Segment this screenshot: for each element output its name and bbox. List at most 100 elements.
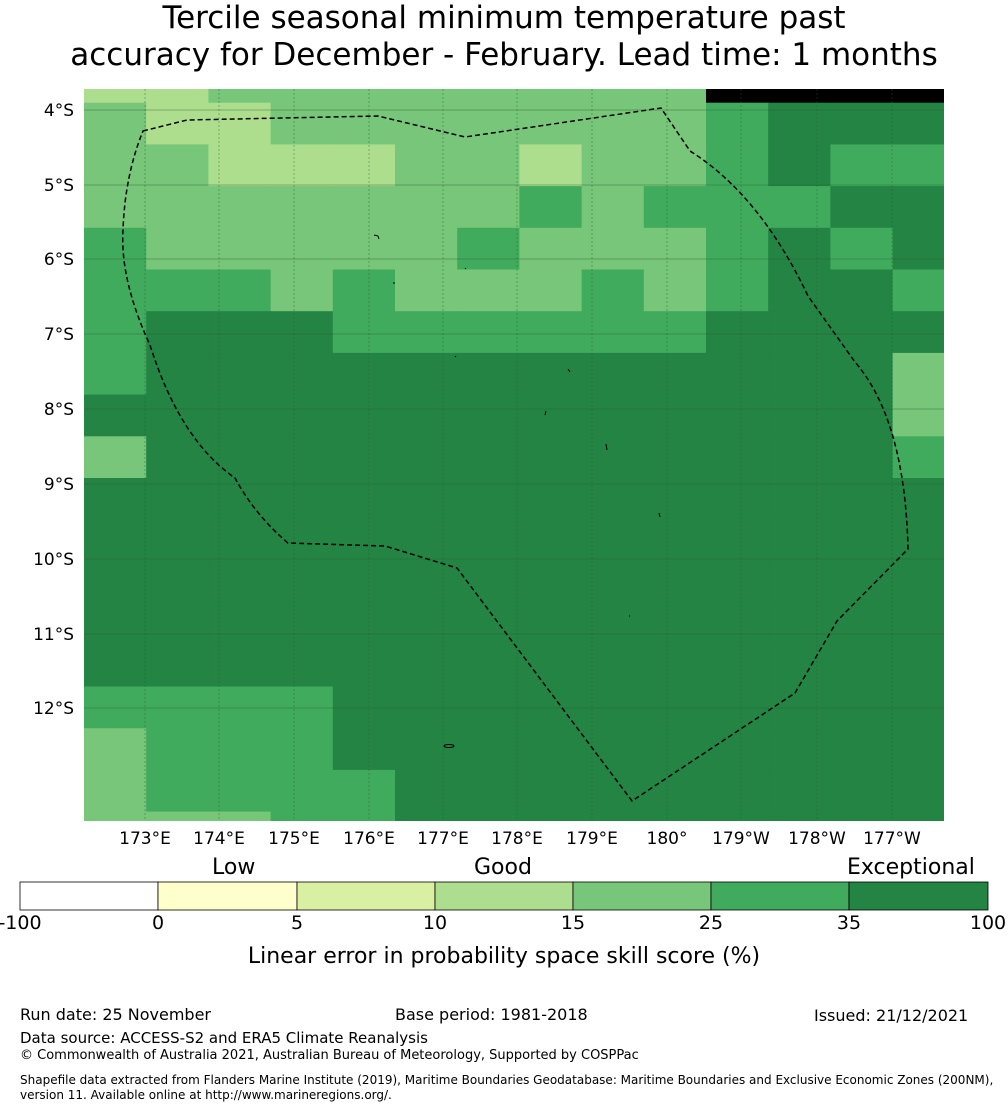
grid-cell [84, 269, 147, 312]
grid-cell [768, 436, 831, 479]
copyright: © Commonwealth of Australia 2021, Austra… [20, 1048, 639, 1063]
grid-cell [395, 227, 458, 271]
grid-cell [706, 311, 769, 354]
grid-cell [457, 227, 520, 271]
grid-cell [519, 811, 583, 821]
grid-cell [146, 811, 209, 821]
grid-cell [332, 311, 396, 354]
grid-cell [208, 811, 272, 821]
grid-cell [146, 603, 209, 646]
grid-cell [768, 811, 831, 821]
grid-cell [643, 269, 707, 312]
grid-cell [395, 436, 458, 479]
grid-cell [768, 478, 831, 521]
grid-cell [830, 227, 894, 271]
grid-cell [643, 603, 707, 646]
grid-cell [146, 561, 209, 604]
grid-cell [270, 811, 334, 821]
grid-cell [519, 269, 583, 312]
grid-cell [892, 352, 944, 396]
grid-cell [84, 769, 147, 813]
grid-cell [84, 644, 147, 688]
grid-cell [892, 102, 944, 145]
grid-cell [84, 311, 147, 354]
grid-cell [332, 811, 396, 821]
colorbar-tick-label: 15 [560, 912, 586, 934]
grid-cell [706, 436, 769, 479]
island-outline [443, 744, 455, 748]
grid-cell [146, 519, 209, 562]
grid-cell [270, 436, 334, 479]
grid-cell [706, 89, 769, 104]
grid-cell [208, 186, 272, 229]
grid-cell [830, 561, 894, 604]
grid-cell [706, 186, 769, 229]
grid-cell [332, 102, 396, 145]
grid-cell [768, 394, 831, 437]
grid-cell [706, 519, 769, 562]
grid-cell [581, 227, 645, 271]
grid-cell [519, 519, 583, 562]
grid-cell [892, 728, 944, 771]
grid-cell [395, 394, 458, 437]
grid-cell [892, 186, 944, 229]
grid-cell [457, 144, 520, 187]
grid-cell [270, 102, 334, 145]
shapefile-credit-1: Shapefile data extracted from Flanders M… [20, 1073, 994, 1087]
island-outline [605, 443, 608, 451]
longitude-label: 177°E [417, 829, 469, 849]
grid-cell [146, 352, 209, 396]
grid-cell [768, 102, 831, 145]
grid-cell [457, 561, 520, 604]
grid-cell [395, 561, 458, 604]
grid-cell [395, 478, 458, 521]
grid-cell [768, 519, 831, 562]
grid-cell [581, 644, 645, 688]
grid-cell [581, 311, 645, 354]
grid-cell [892, 311, 944, 354]
grid-cell [332, 394, 396, 437]
grid-cell [768, 269, 831, 312]
grid-cell [581, 769, 645, 813]
grid-cell [830, 811, 894, 821]
grid-cell [457, 644, 520, 688]
grid-cell [84, 478, 147, 521]
grid-cell [581, 519, 645, 562]
grid-cell [270, 769, 334, 813]
colorbar-segment [157, 881, 298, 911]
grid-cell [270, 352, 334, 396]
grid-cell [395, 728, 458, 771]
grid-cell [706, 269, 769, 312]
longitude-label: 178°E [491, 829, 543, 849]
grid-cell [84, 144, 147, 187]
grid-cell [84, 102, 147, 145]
latitude-label: 10°S [33, 550, 74, 570]
data-source: Data source: ACCESS-S2 and ERA5 Climate … [20, 1029, 428, 1047]
colorbar-tick-label: -100 [0, 912, 42, 934]
grid-cell [457, 311, 520, 354]
grid-cell [830, 352, 894, 396]
latitude-label: 11°S [33, 625, 74, 645]
grid-cell [208, 352, 272, 396]
grid-cell [830, 603, 894, 646]
grid-cell [332, 728, 396, 771]
longitude-label: 180° [647, 829, 688, 849]
grid-cell [270, 394, 334, 437]
grid-cell [643, 89, 707, 104]
grid-cell [457, 728, 520, 771]
grid-cell [519, 478, 583, 521]
grid-cell [643, 561, 707, 604]
grid-cell [830, 269, 894, 312]
grid-cell [581, 352, 645, 396]
colorbar-tick-label: 35 [836, 912, 862, 934]
grid-cell [84, 89, 147, 104]
latitude-label: 12°S [33, 699, 74, 719]
colorbar-tick-label: 25 [698, 912, 724, 934]
grid-cell [146, 269, 209, 312]
grid-cell [270, 186, 334, 229]
longitude-label: 173°E [119, 829, 171, 849]
grid-cell [395, 102, 458, 145]
grid-cell [146, 769, 209, 813]
grid-cell [519, 394, 583, 437]
grid-cell [208, 436, 272, 479]
